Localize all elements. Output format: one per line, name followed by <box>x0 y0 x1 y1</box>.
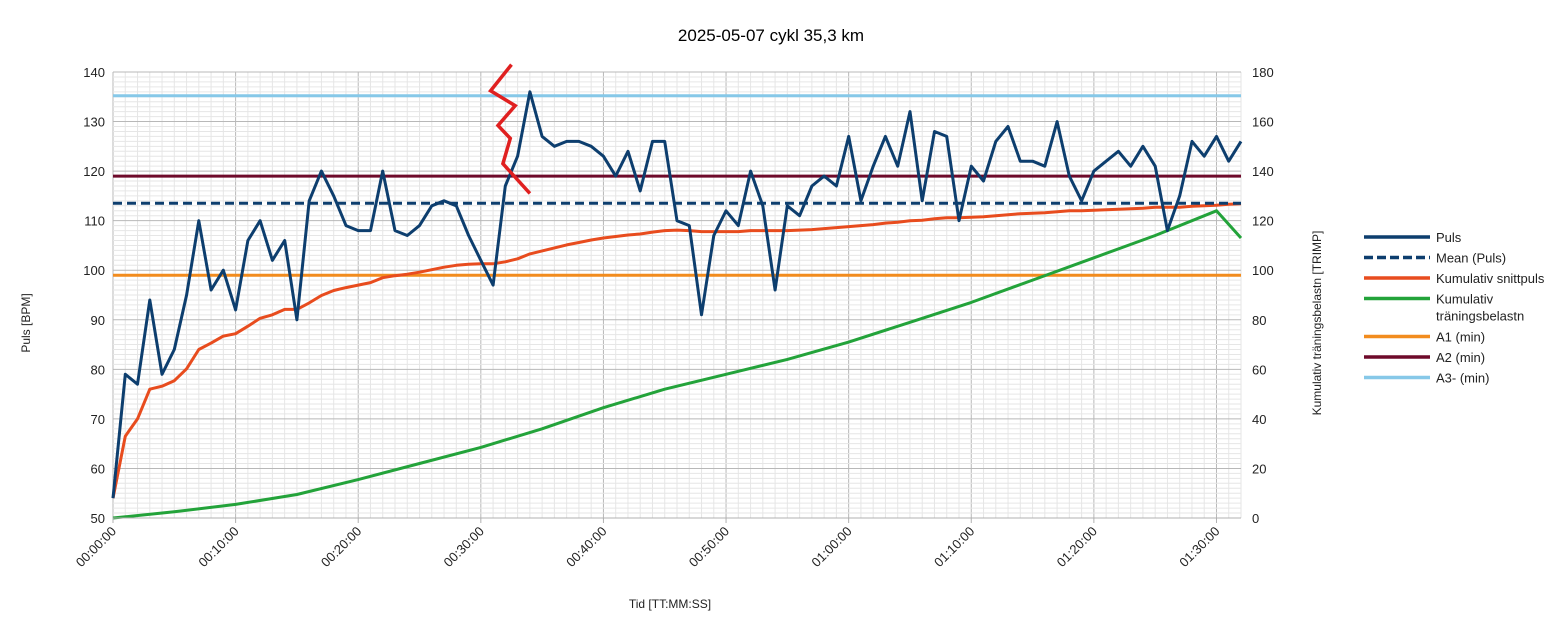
series-line-kumulativ-tr-ningsbelastn <box>112 209 1243 520</box>
y-tick-label: 80 <box>91 362 105 377</box>
y2-tick-label: 80 <box>1252 313 1266 328</box>
y-tick-label: 70 <box>91 412 105 427</box>
y2-tick-label: 20 <box>1252 461 1266 476</box>
x-tick-label: 01:20:00 <box>1054 524 1100 570</box>
series-lines <box>111 90 1243 520</box>
y-tick-label: 130 <box>83 115 105 130</box>
x-tick-label: 01:00:00 <box>808 524 854 570</box>
x-tick-label: 00:10:00 <box>195 524 241 570</box>
x-tick-label: 00:50:00 <box>686 524 732 570</box>
legend-label: A3- (min) <box>1436 371 1489 386</box>
lightning-bolt-annotation <box>487 63 532 195</box>
chart-title: 2025-05-07 cykl 35,3 km <box>678 26 864 45</box>
legend-label: A1 (min) <box>1436 330 1485 345</box>
x-tick-label: 00:20:00 <box>318 524 364 570</box>
y-tick-label: 120 <box>83 164 105 179</box>
y-tick-label: 50 <box>91 511 105 526</box>
legend-label: Puls <box>1436 230 1462 245</box>
y-tick-label: 60 <box>91 461 105 476</box>
y2-tick-label: 140 <box>1252 164 1274 179</box>
y2-tick-label: 0 <box>1252 511 1259 526</box>
y-tick-label: 110 <box>84 214 105 229</box>
y2-axis-label: Kumulativ träningsbelastn [TRIMP] <box>1310 231 1324 416</box>
y-tick-label: 90 <box>91 313 105 328</box>
y2-tick-label: 60 <box>1252 362 1266 377</box>
legend-label: Mean (Puls) <box>1436 251 1506 266</box>
y-axis-label: Puls [BPM] <box>19 293 33 352</box>
gridlines <box>112 71 1242 519</box>
legend-label: Kumulativ snittpuls <box>1436 271 1545 286</box>
series-line-puls <box>111 90 1243 499</box>
y2-tick-label: 120 <box>1252 214 1274 229</box>
legend-label: A2 (min) <box>1436 350 1485 365</box>
y2-tick-label: 100 <box>1252 263 1274 278</box>
y-tick-label: 140 <box>83 65 105 80</box>
lightning-bolt-mark <box>487 63 532 195</box>
y2-tick-label: 180 <box>1252 65 1274 80</box>
legend: Puls Mean (Puls) Kumulativ snittpuls Kumula… <box>1364 230 1545 386</box>
x-tick-label: 01:30:00 <box>1176 524 1222 570</box>
x-tick-label: 01:10:00 <box>931 524 977 570</box>
y-tick-label: 100 <box>83 263 105 278</box>
y2-tick-label: 40 <box>1252 412 1266 427</box>
x-tick-label: 00:40:00 <box>563 524 609 570</box>
series-line-kumulativ-snittpuls <box>111 202 1242 499</box>
x-tick-label: 00:30:00 <box>441 524 487 570</box>
x-tick-label: 00:00:00 <box>73 524 119 570</box>
y2-tick-label: 160 <box>1252 115 1274 130</box>
legend-label: Kumulativ träningsbelastn <box>1436 292 1524 324</box>
x-axis-label: Tid [TT:MM:SS] <box>629 597 711 611</box>
